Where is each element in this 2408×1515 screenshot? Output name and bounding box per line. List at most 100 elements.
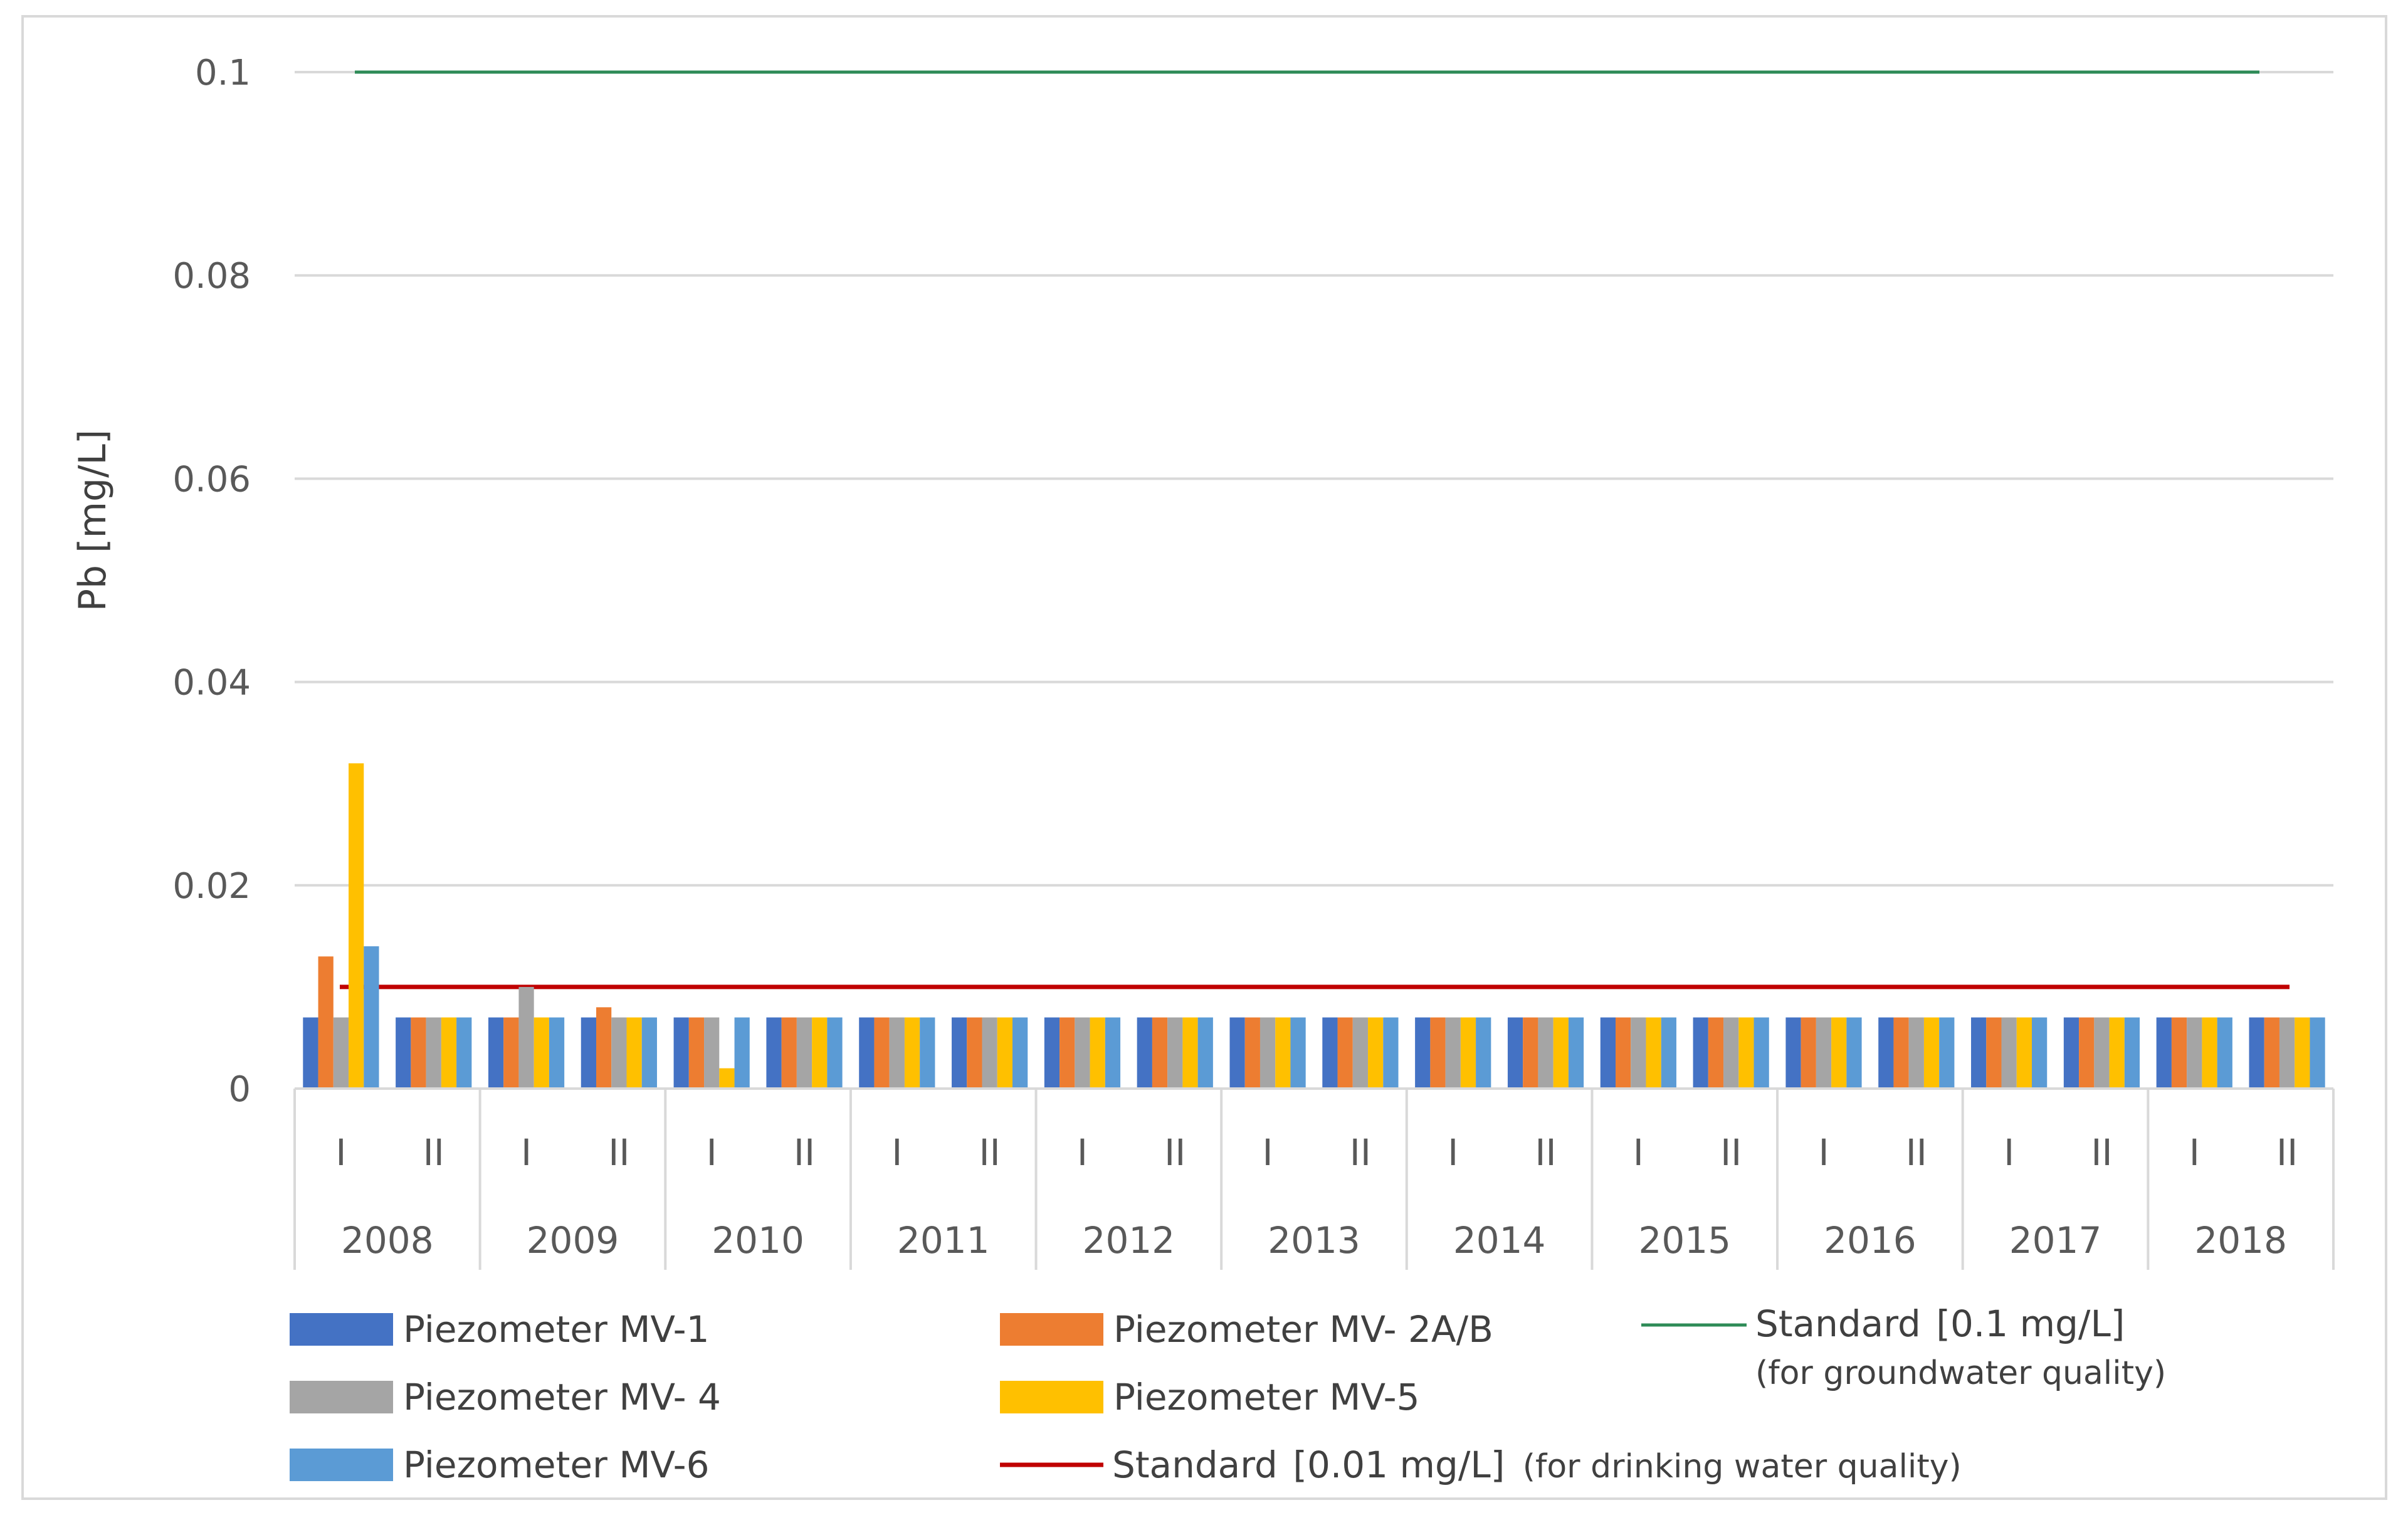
bar-s2-c2 [518,986,534,1089]
bar-s3-c2 [534,1017,549,1089]
x-year-label-10: 2018 [2194,1219,2287,1262]
bar-s4-c2 [549,1017,565,1089]
bar-s2-c19 [2094,1017,2110,1089]
bar-s3-c19 [2109,1017,2125,1089]
x-period-label-14: I [1633,1131,1644,1174]
bar-s2-c0 [333,1017,349,1089]
x-year-label-3: 2011 [897,1219,990,1262]
legend-item-standard-drinking: Standard [0.01 mg/L] (for drinking water… [1000,1444,1962,1486]
legend-standard-groundwater-word: Standard [1755,1302,1921,1345]
bar-s0-c13 [1507,1017,1523,1089]
bar-s4-c15 [1753,1017,1769,1089]
bar-s4-c14 [1661,1017,1676,1089]
legend-item-standard-groundwater: Standard [0.1 mg/L] (for groundwater qua… [1641,1302,2166,1392]
x-year-label-8: 2016 [1824,1219,1916,1262]
chart-border [21,15,2387,1500]
bar-s4-c0 [364,946,379,1089]
bar-s1-c15 [1708,1017,1724,1089]
bar-s3-c17 [1923,1017,1940,1089]
legend-item-mv1: Piezometer MV-1 [290,1308,709,1351]
y-tick-label-3: 0.06 [172,459,251,500]
x-period-label-18: I [2004,1131,2014,1174]
bar-s3-c8 [1090,1017,1105,1089]
bar-s2-c5 [796,1017,812,1089]
bar-s2-c10 [1259,1017,1276,1089]
bar-s3-c18 [2016,1017,2032,1089]
bar-s0-c5 [766,1017,782,1089]
legend-item-mv6: Piezometer MV-6 [290,1444,709,1486]
bar-s0-c12 [1415,1017,1431,1089]
bar-s4-c6 [920,1017,935,1089]
legend-label-mv6: Piezometer MV-6 [403,1444,709,1486]
bar-s0-c7 [952,1017,967,1089]
bar-s0-c19 [2063,1017,2079,1089]
bar-s0-c3 [581,1017,597,1089]
reference-lines [340,70,2290,990]
bar-s1-c17 [1893,1017,1909,1089]
bar-s3-c3 [626,1017,642,1089]
legend-swatch-mv1 [290,1313,393,1346]
legend-label-standard-groundwater: Standard [0.1 mg/L] [1755,1302,2125,1345]
bar-s1-c2 [503,1017,519,1089]
legend-item-mv5: Piezometer MV-5 [1000,1376,1419,1418]
bar-s2-c20 [2187,1017,2202,1089]
x-year-label-7: 2015 [1638,1219,1731,1262]
bar-s3-c4 [719,1068,735,1089]
bar-s2-c4 [704,1017,720,1089]
bar-s4-c10 [1290,1017,1306,1089]
bar-s4-c3 [641,1017,657,1089]
x-year-label-9: 2017 [2009,1219,2102,1262]
bars [303,763,2325,1089]
bar-s1-c18 [1986,1017,2002,1089]
x-period-label-12: I [1448,1131,1458,1174]
x-year-label-2: 2010 [712,1219,804,1262]
x-year-label-6: 2014 [1453,1219,1546,1262]
bar-s4-c21 [2310,1017,2325,1089]
bar-s0-c14 [1600,1017,1616,1089]
bar-s0-c15 [1693,1017,1708,1089]
bar-s3-c1 [441,1017,457,1089]
y-tick-label-4: 0.08 [172,256,251,297]
bar-s2-c7 [982,1017,997,1089]
x-period-label-0: I [335,1131,346,1174]
bar-s2-c21 [2279,1017,2295,1089]
legend-swatch-mv6 [290,1449,393,1481]
bar-s1-c9 [1152,1017,1168,1089]
bar-s2-c16 [1816,1017,1832,1089]
bar-s1-c12 [1430,1017,1446,1089]
bar-s0-c17 [1878,1017,1894,1089]
legend-item-mv2ab: Piezometer MV- 2A/B [1000,1308,1493,1351]
legend-swatch-mv5 [1000,1381,1103,1413]
bar-s2-c17 [1908,1017,1924,1089]
bar-s1-c13 [1523,1017,1538,1089]
bar-s4-c7 [1012,1017,1028,1089]
legend-swatch-mv4 [290,1381,393,1413]
legend-swatch-mv2ab [1000,1313,1103,1346]
bar-s0-c0 [303,1017,318,1089]
bar-s3-c16 [1831,1017,1847,1089]
legend-label-standard-drinking: Standard [0.01 mg/L] (for drinking water… [1112,1444,1962,1486]
bar-s3-c9 [1182,1017,1198,1089]
bar-s2-c12 [1445,1017,1461,1089]
x-period-label-19: II [2091,1131,2112,1174]
x-period-label-6: I [891,1131,902,1174]
x-year-label-5: 2013 [1268,1219,1360,1262]
bar-s0-c8 [1044,1017,1060,1089]
bar-s1-c1 [411,1017,426,1089]
bar-s3-c21 [2295,1017,2310,1089]
x-period-label-15: II [1720,1131,1742,1174]
axes: 00.020.040.060.080.1I II I II I II I II I II I II I I… [172,53,2335,1270]
bar-s4-c20 [2217,1017,2232,1089]
bar-s3-c6 [904,1017,920,1089]
x-year-label-4: 2012 [1083,1219,1175,1262]
x-period-label-16: I [1818,1131,1829,1174]
x-period-label-3: II [608,1131,629,1174]
legend-label-mv1: Piezometer MV-1 [403,1308,709,1351]
x-period-label-8: I [1077,1131,1088,1174]
legend-standard-groundwater-value: [0.1 mg/L] [1936,1302,2125,1345]
bar-s3-c7 [997,1017,1012,1089]
x-year-label-0: 2008 [341,1219,434,1262]
x-period-label-7: II [979,1131,1001,1174]
bar-s0-c1 [396,1017,411,1089]
